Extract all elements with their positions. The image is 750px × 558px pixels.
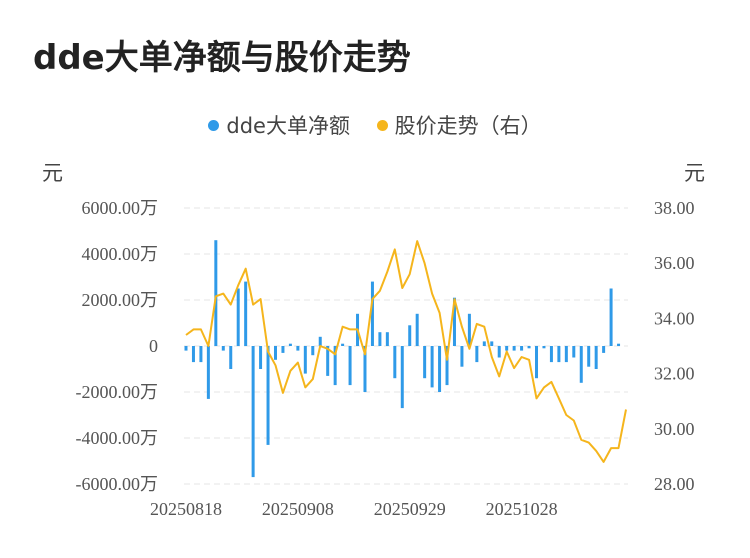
dde-bar bbox=[564, 346, 568, 363]
legend-label-dde: dde大单净额 bbox=[226, 114, 350, 138]
dde-bar bbox=[296, 346, 300, 351]
dde-bar bbox=[229, 346, 233, 369]
dde-bar bbox=[184, 346, 188, 351]
dde-bar bbox=[273, 346, 277, 360]
dde-bar bbox=[244, 281, 248, 346]
legend: dde大单净额 股价走势（右） bbox=[0, 110, 750, 140]
left-tick-label: 2000.00万 bbox=[82, 290, 159, 310]
right-tick-label: 38.00 bbox=[654, 198, 695, 218]
x-tick-label: 20250929 bbox=[374, 499, 446, 519]
dde-bar bbox=[251, 346, 255, 478]
dde-bar bbox=[594, 346, 598, 369]
x-tick-label: 20250818 bbox=[150, 499, 222, 519]
dde-bar bbox=[281, 346, 285, 353]
dde-bar bbox=[326, 346, 330, 376]
dde-bar bbox=[393, 346, 397, 379]
right-tick-label: 32.00 bbox=[654, 364, 695, 384]
dde-bar bbox=[475, 346, 479, 363]
left-tick-label: -2000.00万 bbox=[76, 382, 159, 402]
right-tick-label: 30.00 bbox=[654, 419, 695, 439]
dde-bar bbox=[408, 325, 412, 346]
price-line bbox=[185, 240, 627, 463]
legend-item-dde[interactable]: dde大单净额 bbox=[208, 110, 350, 140]
dde-bar bbox=[512, 346, 516, 351]
dde-bar bbox=[400, 346, 404, 409]
dde-bar bbox=[497, 346, 501, 358]
legend-item-price[interactable]: 股价走势（右） bbox=[376, 110, 542, 140]
right-axis-unit: 元 bbox=[684, 161, 705, 185]
dde-bar bbox=[236, 288, 240, 346]
dde-bar bbox=[318, 336, 322, 346]
dde-bar bbox=[609, 288, 613, 346]
dde-bar bbox=[303, 346, 307, 374]
dde-bar bbox=[214, 240, 218, 346]
dde-bar bbox=[415, 313, 419, 346]
x-tick-label: 20250908 bbox=[262, 499, 334, 519]
dde-bar bbox=[527, 346, 531, 349]
dde-bar bbox=[438, 346, 442, 392]
dde-bar bbox=[460, 346, 464, 367]
right-tick-label: 36.00 bbox=[654, 253, 695, 273]
dde-bar bbox=[430, 346, 434, 388]
dde-bar bbox=[452, 297, 456, 346]
dde-bar bbox=[378, 332, 382, 346]
dde-bar bbox=[467, 313, 471, 346]
legend-dot-price bbox=[376, 119, 388, 131]
legend-dot-dde bbox=[208, 119, 220, 131]
legend-label-price: 股价走势（右） bbox=[394, 114, 542, 138]
dde-bar bbox=[311, 346, 315, 356]
dde-bar bbox=[341, 343, 345, 346]
dde-bar bbox=[579, 346, 583, 383]
left-axis-unit: 元 bbox=[42, 161, 63, 185]
dde-bar bbox=[482, 341, 486, 346]
dde-bar bbox=[587, 346, 591, 367]
left-tick-label: 4000.00万 bbox=[82, 244, 159, 264]
dde-bar bbox=[348, 346, 352, 386]
dde-bar bbox=[617, 343, 621, 346]
dde-bar bbox=[535, 346, 539, 379]
dde-bar bbox=[423, 346, 427, 379]
dde-bar bbox=[288, 343, 292, 346]
left-tick-label: -4000.00万 bbox=[76, 428, 159, 448]
dde-bar bbox=[363, 346, 367, 392]
dde-bar bbox=[370, 281, 374, 346]
left-tick-label: 0 bbox=[149, 336, 158, 356]
dde-bar bbox=[199, 346, 203, 363]
left-tick-label: 6000.00万 bbox=[82, 198, 159, 218]
dde-bar bbox=[490, 341, 494, 346]
left-tick-label: -6000.00万 bbox=[76, 474, 159, 494]
dde-bar bbox=[266, 346, 270, 445]
dde-bar bbox=[445, 346, 449, 386]
dde-bar bbox=[221, 346, 225, 351]
chart-title: dde大单净额与股价走势 bbox=[33, 38, 411, 78]
dde-bar bbox=[602, 346, 606, 353]
right-tick-label: 28.00 bbox=[654, 474, 695, 494]
dde-bar bbox=[206, 346, 210, 399]
dde-bar bbox=[259, 346, 263, 369]
dde-bar bbox=[333, 346, 337, 386]
dde-bar bbox=[385, 332, 389, 346]
dde-bar bbox=[572, 346, 576, 358]
dde-bar bbox=[505, 346, 509, 351]
right-tick-label: 34.00 bbox=[654, 308, 695, 328]
x-tick-label: 20251028 bbox=[486, 499, 558, 519]
dde-bar bbox=[549, 346, 553, 363]
dde-bar bbox=[557, 346, 561, 363]
dde-bar bbox=[542, 346, 546, 349]
dde-bar bbox=[520, 346, 524, 351]
dde-bar bbox=[191, 346, 195, 363]
